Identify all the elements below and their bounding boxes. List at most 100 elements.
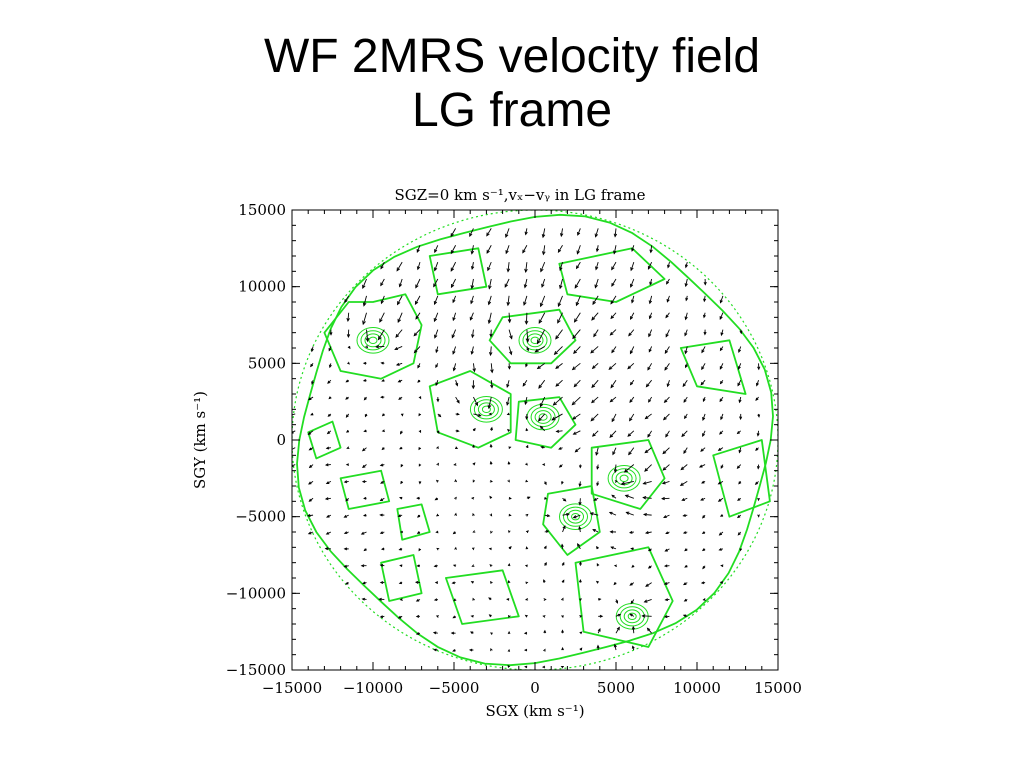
velocity-arrow [610,396,617,403]
velocity-arrowhead [573,318,578,323]
velocity-arrowhead [594,284,598,289]
velocity-arrowhead [398,283,403,288]
velocity-arrowhead [379,531,384,535]
velocity-arrowhead [644,531,649,535]
velocity-arrowhead [560,543,564,548]
velocity-arrowhead [613,582,617,586]
velocity-arrowhead [418,463,422,467]
velocity-arrow [643,480,652,485]
velocity-arrowhead [717,498,722,502]
velocity-arrowhead [666,383,670,388]
velocity-arrowhead [591,384,596,389]
velocity-arrowhead [757,497,760,502]
velocity-arrow [624,464,635,473]
velocity-arrow [632,626,635,634]
velocity-arrow [292,430,296,434]
velocity-arrowhead [453,598,457,602]
velocity-arrowhead [310,348,314,353]
velocity-arrowhead [543,648,546,652]
velocity-arrowhead [471,385,476,390]
velocity-arrowhead [379,563,384,567]
velocity-arrowhead [450,250,455,255]
velocity-arrowhead [474,402,478,407]
velocity-arrowhead [525,364,528,368]
velocity-arrowhead [380,395,384,399]
velocity-arrow [452,295,457,303]
velocity-arrowhead [523,301,527,306]
velocity-arrowhead [436,462,439,466]
velocity-arrowhead [595,248,600,253]
velocity-arrow [662,464,670,471]
velocity-arrow [471,278,474,289]
velocity-arrowhead [418,481,422,485]
velocity-arrowhead [525,513,529,517]
velocity-arrowhead [450,283,455,289]
velocity-arrow [594,278,599,288]
velocity-arrowhead [591,316,596,321]
velocity-arrow [557,295,563,307]
velocity-arrowhead [452,649,456,652]
velocity-arrowhead [477,413,482,417]
velocity-arrowhead [555,383,560,387]
velocity-arrowhead [628,451,632,456]
velocity-arrow [524,278,528,288]
velocity-arrowhead [701,480,705,484]
density-contour [590,439,666,510]
velocity-arrowhead [719,514,724,517]
core-contour [368,336,378,345]
velocity-arrow [643,513,652,516]
velocity-arrowhead [379,318,383,323]
velocity-arrowhead [525,546,529,550]
velocity-arrow [416,245,421,253]
velocity-arrow [614,228,617,237]
velocity-arrowhead [737,382,741,387]
velocity-arrowhead [453,463,457,466]
velocity-arrowhead [380,480,384,484]
velocity-arrowhead [454,478,458,483]
velocity-arrowhead [435,349,439,354]
velocity-arrow [560,228,563,237]
velocity-arrowhead [644,467,649,472]
core-contour [473,399,499,420]
velocity-arrowhead [472,530,476,533]
velocity-arrowhead [538,319,543,324]
velocity-arrowhead [433,564,438,568]
velocity-arrow [608,362,617,370]
velocity-arrowhead [345,463,350,466]
velocity-arrow [362,278,367,289]
velocity-arrow [592,295,599,305]
y-tick-label: 15000 [238,201,286,219]
velocity-arrowhead [593,333,597,338]
velocity-arrowhead [646,627,651,632]
velocity-arrowhead [627,433,632,437]
velocity-arrow [685,278,688,287]
velocity-arrowhead [487,404,492,410]
velocity-arrowhead [629,613,633,617]
velocity-arrowhead [508,496,512,500]
velocity-arrowhead [631,248,635,252]
velocity-arrow [595,262,599,270]
velocity-arrow [417,262,421,270]
velocity-arrowhead [470,581,474,584]
velocity-arrowhead [590,417,595,422]
velocity-arrowhead [523,648,528,652]
velocity-arrowhead [525,479,529,483]
velocity-arrow [414,346,421,353]
x-tick-label: −5000 [429,679,480,697]
velocity-arrow [555,329,563,340]
velocity-arrowhead [555,365,560,370]
velocity-arrow [664,346,670,354]
velocity-arrows [292,228,761,669]
velocity-arrowhead [574,449,579,453]
velocity-arrow [554,346,563,355]
velocity-arrowhead [470,300,474,305]
velocity-arrowhead [571,366,576,371]
velocity-arrowhead [561,597,564,601]
velocity-arrowhead [543,481,547,486]
velocity-arrowhead [642,481,647,485]
velocity-arrowhead [610,384,615,389]
velocity-arrowhead [684,548,688,552]
velocity-arrow [525,312,528,324]
core-contour [469,396,503,423]
velocity-arrow [631,295,635,303]
